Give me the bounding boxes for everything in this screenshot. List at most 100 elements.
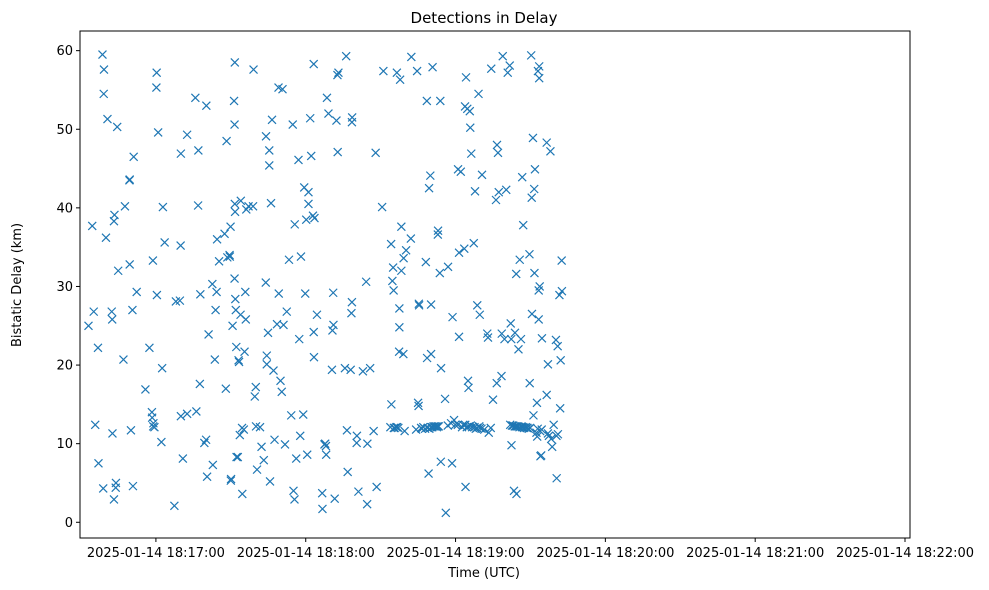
data-point [147,413,157,423]
data-point [175,296,185,306]
data-point [553,341,563,351]
data-point [421,257,431,267]
data-point [557,286,567,296]
data-point [321,441,331,451]
data-point [393,423,403,433]
data-point [182,409,192,419]
data-point [517,172,527,182]
data-point [426,300,436,309]
x-tick-label: 2025-01-14 18:22:00 [836,546,974,561]
y-axis-label: Bistatic Delay (km) [10,223,25,347]
data-point [261,131,271,141]
data-point [89,307,99,317]
data-point [346,365,356,375]
data-point [551,335,561,345]
data-point [144,343,154,353]
data-point [125,260,135,269]
data-point [191,407,201,416]
data-point [240,347,249,357]
data-point [547,442,557,452]
data-point [546,434,556,444]
data-point [120,201,130,211]
data-points [84,50,567,518]
data-point [443,262,453,272]
data-point [195,379,205,389]
data-point [387,276,397,286]
data-point [369,426,379,436]
data-point [514,344,523,354]
data-point [362,499,372,509]
data-point [211,305,221,315]
data-point [543,429,553,438]
data-point [112,122,122,132]
data-point [534,315,544,324]
data-point [158,202,168,212]
chart-title: Detections in Delay [411,9,558,27]
data-point [483,333,493,342]
data-point [264,146,274,155]
data-point [334,68,343,78]
data-point [239,425,249,434]
data-point [555,403,565,413]
data-point [310,213,319,223]
data-point [386,399,396,409]
data-point [532,432,542,442]
data-point [493,148,503,158]
data-point [208,460,218,470]
data-point [140,385,150,394]
data-point [386,239,396,249]
data-point [448,312,457,322]
data-point [229,96,239,106]
data-point [152,68,162,78]
y-tick-label: 30 [56,280,73,295]
data-point [528,133,538,143]
data-point [488,395,498,405]
data-point [505,61,515,71]
data-point [157,363,167,373]
data-point [230,120,239,129]
plot-area [80,31,910,538]
data-point [113,266,123,276]
data-point [525,423,535,433]
data-point [534,73,544,83]
data-point [225,252,235,262]
data-point [265,476,275,486]
x-tick-label: 2025-01-14 18:18:00 [237,546,375,561]
data-point [525,249,534,259]
data-point [330,494,340,504]
data-point [220,229,230,239]
data-point [454,248,464,258]
data-point [447,458,457,468]
data-point [362,439,372,449]
data-point [119,355,128,364]
data-point [486,423,496,433]
data-point [396,266,406,276]
data-point [425,171,435,181]
data-point [261,278,271,287]
data-point [361,277,371,287]
data-point [128,305,137,315]
x-tick-label: 2025-01-14 18:19:00 [387,546,525,561]
data-point [291,454,301,464]
x-axis-label: Time (UTC) [447,566,520,581]
data-point [289,486,298,496]
data-point [306,151,316,161]
data-point [426,349,436,359]
data-point [210,355,220,364]
data-point [365,363,375,373]
data-point [536,451,546,460]
y-tick-label: 20 [56,359,73,374]
data-point [332,116,341,126]
data-point [537,425,547,434]
data-point [343,467,353,477]
data-point [512,489,521,499]
data-point [466,149,476,159]
data-point [534,61,544,71]
data-point [347,117,357,127]
data-point [434,421,444,431]
data-point [515,255,525,265]
data-point [377,202,387,212]
data-point [153,127,163,137]
data-point [470,186,480,196]
